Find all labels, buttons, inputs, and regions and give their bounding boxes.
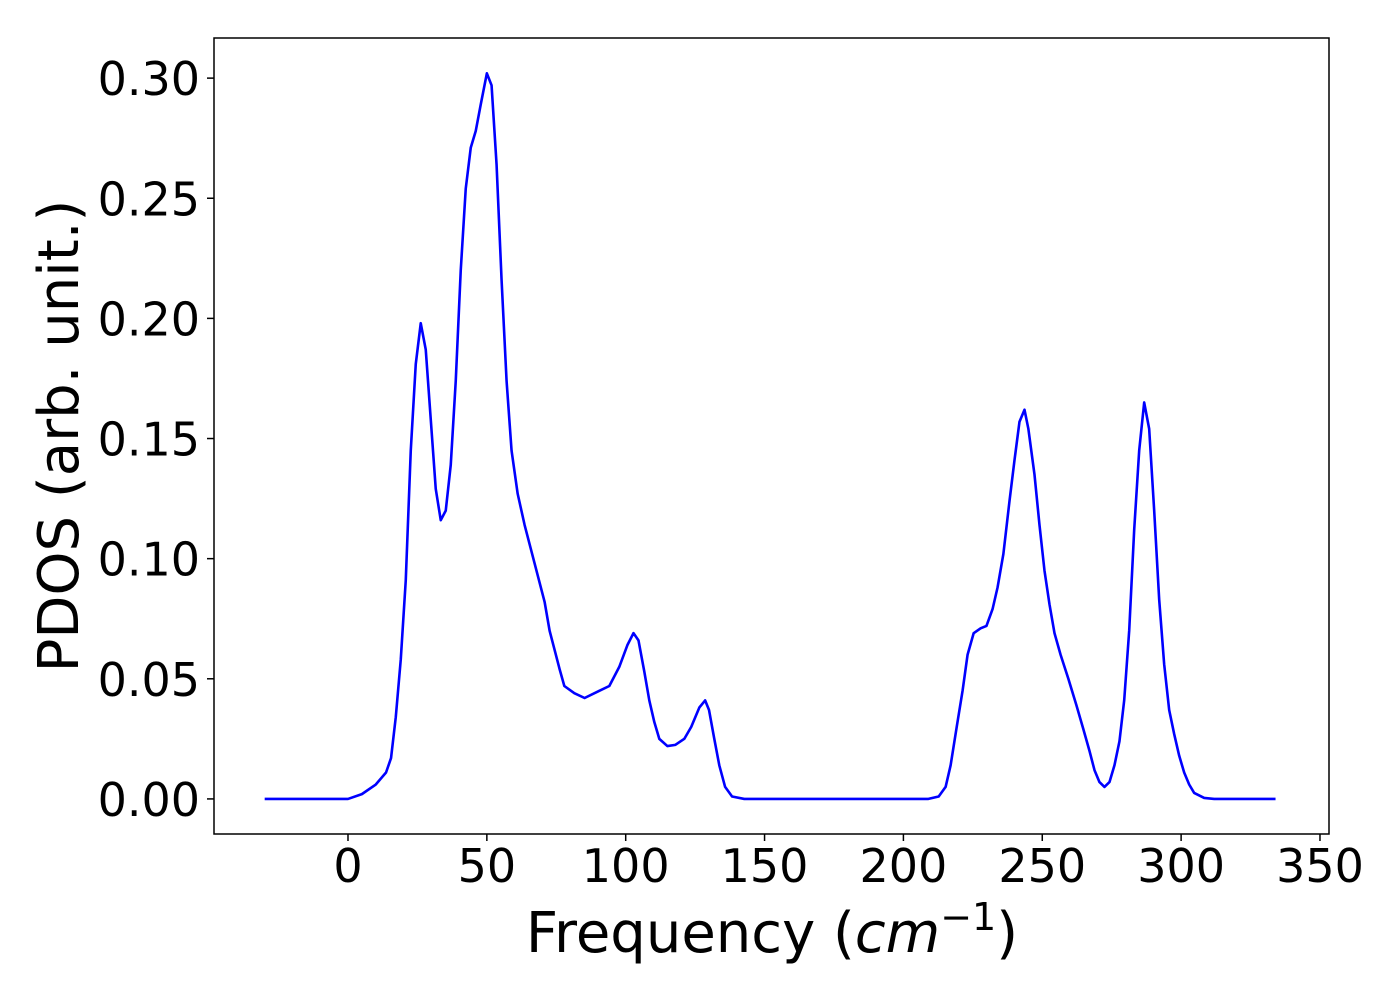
data-line — [264, 72, 1276, 801]
y-tick-label: 0.10 — [98, 533, 200, 587]
y-tick-label: 0.15 — [98, 413, 200, 467]
y-tick-label: 0.25 — [98, 172, 200, 226]
y-tick-label: 0.20 — [98, 292, 200, 346]
y-tick-label: 0.30 — [98, 52, 200, 106]
x-tick-label: 50 — [458, 839, 517, 893]
x-label-part: cm — [855, 901, 940, 966]
x-tick-label: 250 — [998, 839, 1086, 893]
x-tick-label: 200 — [860, 839, 948, 893]
x-tick-label: 150 — [721, 839, 809, 893]
y-tick-label: 0.00 — [98, 773, 200, 827]
x-label-part: Frequency ( — [526, 901, 855, 966]
plot-frame — [213, 37, 1330, 835]
y-tick-label: 0.05 — [98, 653, 200, 707]
x-tick-label: 0 — [333, 839, 362, 893]
x-label-part: ) — [996, 901, 1018, 966]
x-tick-label: 100 — [582, 839, 670, 893]
x-axis-label: Frequency (cm−1) — [526, 895, 1018, 966]
x-tick-label: 300 — [1137, 839, 1225, 893]
x-tick-label: 350 — [1276, 839, 1364, 893]
y-axis-label: PDOS (arb. unit.) — [27, 200, 92, 673]
x-label-part: −1 — [940, 895, 996, 939]
